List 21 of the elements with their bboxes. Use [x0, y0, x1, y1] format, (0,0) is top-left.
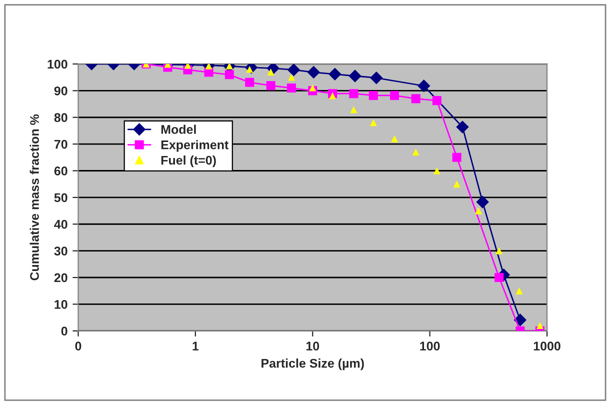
y-tick-label: 90: [54, 86, 68, 96]
y-tick-label: 80: [54, 113, 68, 122]
y-tick-label: 70: [54, 140, 68, 149]
y-tick-label: 30: [54, 246, 68, 256]
x-tick-label: 1000: [534, 342, 560, 350]
legend-label: Fuel (t=0): [161, 156, 216, 168]
y-tick-label: 60: [54, 166, 68, 176]
x-axis-title: Particle Size (µm): [262, 358, 364, 370]
y-tick-label: 100: [48, 60, 68, 69]
x-tick-label: 1: [192, 342, 199, 350]
y-tick-label: 20: [54, 273, 68, 282]
y-tick-label: 40: [54, 220, 68, 229]
y-tick-label: 10: [54, 300, 68, 309]
x-tick-label: 10: [306, 342, 320, 350]
x-tick-label: 100: [420, 342, 440, 350]
y-tick-label: 0: [61, 326, 68, 336]
x-tick-label: 0: [75, 342, 82, 350]
legend-label: Experiment: [161, 140, 229, 152]
y-tick-label: 50: [54, 193, 68, 202]
legend-label: Model: [161, 124, 196, 134]
y-axis-title: Cumulative mass fraction %: [30, 114, 39, 280]
